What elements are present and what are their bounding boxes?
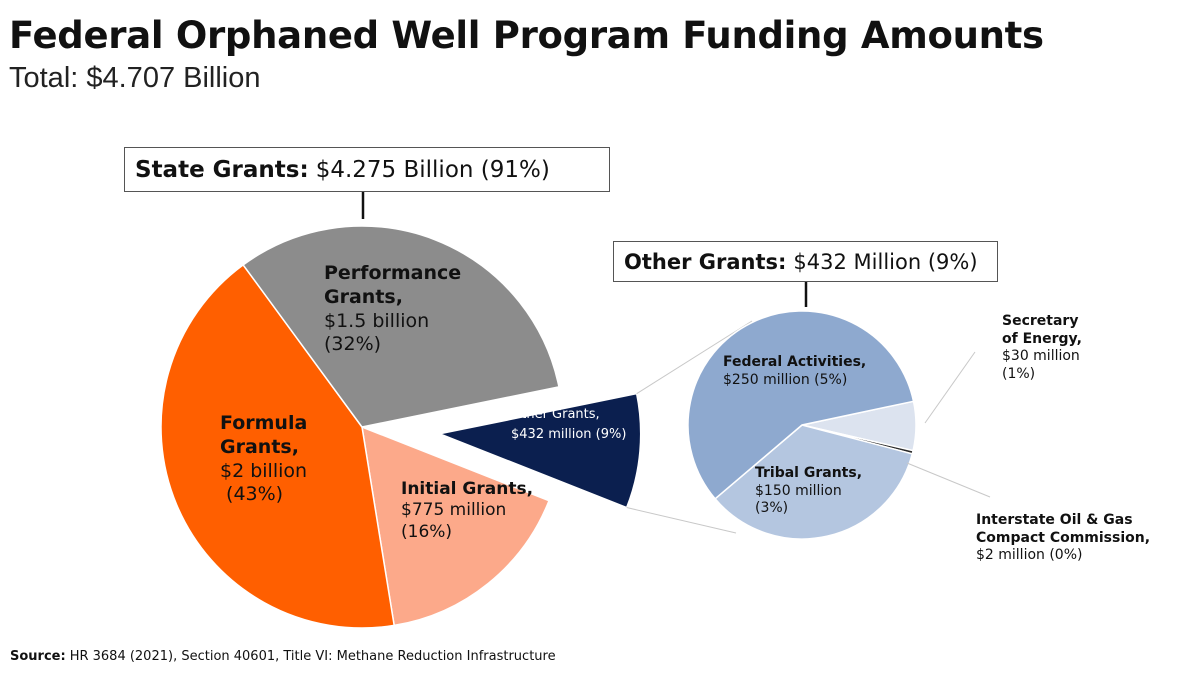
- other-grants-title-label: Other Grants:: [624, 249, 787, 274]
- label-line: of Energy,: [1002, 330, 1082, 347]
- label-other-grants: Other Grants, $432 million (9%): [511, 405, 626, 444]
- slice-formula-grants: [160, 263, 396, 629]
- label-interstate-oil-gas: Interstate Oil & Gas Compact Commission,…: [976, 512, 1150, 565]
- connector-line-top: [636, 320, 753, 395]
- label-line: Tribal Grants,: [755, 465, 863, 481]
- leader-line-secretary-of-energy: [924, 351, 976, 424]
- label-initial-grants: Initial Grants, $775 million (16%): [401, 479, 533, 543]
- label-line: $432 million (9%): [511, 426, 627, 442]
- label-line: Secretary: [1002, 313, 1079, 329]
- slice-other-grants: [437, 392, 642, 509]
- label-secretary-of-energy: Secretary of Energy, $30 million (1%): [1002, 313, 1082, 383]
- slice-initial-grants: [361, 425, 550, 627]
- label-line: Performance: [324, 262, 462, 284]
- label-line: $2 million (0%): [976, 547, 1083, 563]
- state-grants-title-label: State Grants:: [135, 156, 309, 183]
- leader-line-interstate-oil-gas: [906, 462, 991, 498]
- label-line: Interstate Oil & Gas: [976, 512, 1133, 528]
- source-label: Source:: [10, 649, 66, 664]
- slice-federal-activities: [687, 310, 915, 500]
- chart-subtitle: Total: $4.707 Billion: [9, 62, 261, 94]
- state-grants-title-value: $4.275 Billion (91%): [315, 156, 550, 183]
- label-tribal-grants: Tribal Grants, $150 million (3%): [755, 465, 862, 518]
- label-line: $775 million: [401, 500, 507, 521]
- label-line: Compact Commission,: [976, 529, 1151, 546]
- other-grants-title-value: $432 Million (9%): [793, 249, 978, 274]
- source-text: HR 3684 (2021), Section 40601, Title VI:…: [69, 649, 556, 664]
- label-line: $150 million: [755, 482, 842, 499]
- source-note: Source: HR 3684 (2021), Section 40601, Ti…: [10, 649, 556, 664]
- label-line: $30 million: [1002, 348, 1080, 364]
- label-line: Initial Grants,: [401, 479, 534, 499]
- slice-tribal-grants: [714, 424, 914, 540]
- label-formula-grants: Formula Grants, $2 billion (43%): [220, 412, 307, 507]
- label-line: Grants,: [220, 435, 299, 458]
- chart-title: Federal Orphaned Well Program Funding Am…: [9, 14, 1044, 57]
- label-line: $1.5 billion: [324, 309, 430, 332]
- label-federal-activities: Federal Activities, $250 million (5%): [723, 354, 866, 389]
- label-line: Formula: [220, 412, 308, 434]
- label-line: (16%): [401, 521, 453, 542]
- label-line: (1%): [1002, 365, 1036, 382]
- other-grants-title-box: Other Grants: $432 Million (9%): [613, 241, 998, 282]
- state-grants-title-box: State Grants: $4.275 Billion (91%): [124, 147, 610, 192]
- label-performance-grants: Performance Grants, $1.5 billion (32%): [324, 262, 461, 357]
- label-line: $250 million (5%): [723, 371, 848, 388]
- label-line: Federal Activities,: [723, 354, 867, 370]
- connector-line-bottom: [626, 507, 737, 534]
- label-line: Other Grants,: [511, 407, 600, 422]
- label-line: (43%): [220, 483, 284, 506]
- label-line: Grants,: [324, 285, 403, 308]
- label-line: (32%): [324, 333, 382, 356]
- label-line: $2 billion: [220, 459, 308, 482]
- slice-performance-grants: [242, 225, 560, 428]
- label-line: (3%): [755, 500, 789, 516]
